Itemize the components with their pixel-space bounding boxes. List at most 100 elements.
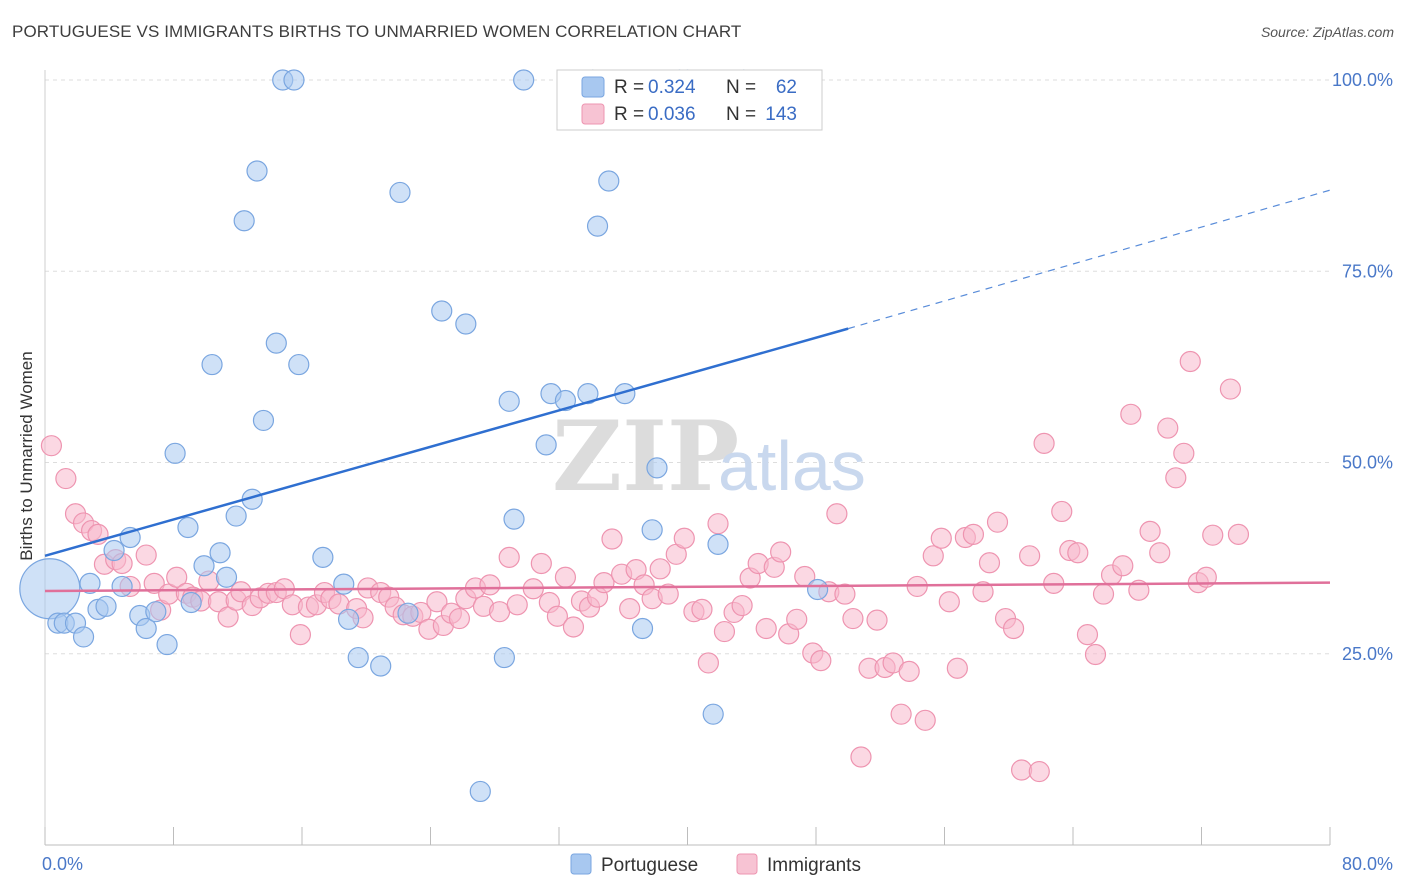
portuguese-point	[201, 353, 223, 376]
portuguese-point	[493, 646, 515, 669]
portuguese-point	[246, 160, 268, 182]
portuguese-point	[19, 558, 81, 620]
immigrants-point	[707, 513, 729, 535]
y-tick-labels: 25.0% 50.0% 75.0% 100.0%	[1332, 70, 1393, 664]
portuguese-point	[455, 313, 477, 335]
portuguese-points	[19, 69, 829, 803]
immigrants-point	[498, 546, 520, 568]
immigrants-point	[1120, 403, 1142, 425]
portuguese-point	[631, 617, 654, 640]
portuguese-point	[586, 215, 609, 237]
immigrants-point	[1019, 545, 1041, 567]
bottom-legend-label-immigrants: Immigrants	[767, 855, 861, 876]
portuguese-point	[209, 542, 231, 564]
immigrants-point	[850, 746, 872, 768]
gridlines	[45, 79, 1330, 655]
legend-n-value-immigrants: 143	[765, 104, 797, 125]
immigrants-point	[898, 660, 920, 682]
immigrants-point	[530, 552, 552, 575]
immigrants-point	[546, 605, 568, 627]
immigrants-point	[55, 467, 77, 490]
portuguese-trend-extension	[847, 189, 1331, 330]
portuguese-point	[103, 539, 125, 562]
immigrants-point	[1227, 523, 1250, 546]
immigrants-point	[673, 527, 695, 549]
portuguese-point	[265, 332, 287, 354]
legend-r-value-portuguese: 0.324	[648, 77, 696, 98]
immigrants-point	[554, 566, 577, 588]
legend-n-label-immigrants: N =	[726, 104, 756, 125]
immigrants-point	[657, 583, 679, 605]
bottom-legend-swatch-portuguese	[570, 853, 592, 875]
watermark: ZIP atlas	[552, 400, 866, 513]
portuguese-point	[225, 505, 247, 527]
immigrants-point	[166, 566, 188, 588]
immigrants-point	[1084, 643, 1107, 666]
trend-lines	[44, 189, 1331, 593]
legend-n-value-portuguese: 62	[776, 77, 797, 98]
immigrants-point	[619, 598, 641, 620]
portuguese-point	[135, 617, 157, 640]
immigrants-point	[1157, 417, 1179, 439]
immigrants-point	[649, 558, 671, 580]
immigrants-point	[1165, 467, 1187, 489]
legend-swatch-immigrants	[581, 103, 605, 125]
immigrants-point	[143, 572, 165, 594]
portuguese-point	[431, 300, 453, 322]
immigrants-point	[448, 607, 471, 630]
portuguese-point	[180, 591, 202, 614]
portuguese-point	[641, 519, 663, 541]
portuguese-point	[513, 69, 535, 91]
chart-source: Source: ZipAtlas.com	[1260, 24, 1394, 40]
legend-r-value-immigrants: 0.036	[648, 104, 696, 125]
immigrants-point	[978, 552, 1001, 574]
immigrants-point	[1010, 759, 1033, 781]
immigrants-trend-line	[44, 581, 1331, 593]
portuguese-point	[177, 516, 199, 539]
portuguese-point	[469, 780, 491, 803]
immigrants-point	[1179, 350, 1201, 373]
portuguese-point	[535, 434, 557, 456]
chart-title: PORTUGUESE VS IMMIGRANTS BIRTHS TO UNMAR…	[12, 22, 742, 41]
portuguese-point	[807, 578, 829, 601]
portuguese-point	[79, 572, 101, 594]
immigrants-point	[135, 544, 157, 566]
y-tick-label-50: 50.0%	[1342, 453, 1393, 473]
immigrants-point	[731, 594, 753, 617]
immigrants-point	[697, 652, 719, 674]
immigrants-point	[962, 523, 985, 546]
portuguese-point	[164, 442, 186, 464]
immigrants-point	[426, 591, 448, 613]
portuguese-trend-line	[44, 327, 849, 558]
portuguese-point	[554, 389, 577, 412]
portuguese-point	[111, 575, 133, 598]
x-tick-label-min: 0.0%	[42, 854, 83, 874]
portuguese-point	[145, 601, 167, 623]
legend-r-label-immigrants: R =	[614, 104, 644, 125]
legend-n-label-portuguese: N =	[726, 77, 756, 98]
immigrants-point	[890, 703, 912, 725]
immigrants-point	[866, 609, 888, 631]
immigrants-point	[946, 657, 968, 679]
immigrants-point	[986, 511, 1009, 533]
legend-r-label-portuguese: R =	[614, 77, 644, 98]
immigrants-point	[1149, 542, 1171, 564]
immigrants-point	[1051, 500, 1073, 523]
watermark-zip: ZIP	[552, 400, 739, 513]
portuguese-point	[233, 210, 255, 232]
portuguese-point	[156, 633, 178, 656]
immigrants-point	[1128, 579, 1150, 601]
immigrants-point	[1033, 432, 1055, 454]
immigrants-point	[1219, 378, 1242, 400]
portuguese-point	[215, 566, 238, 588]
portuguese-point	[707, 533, 729, 555]
immigrants-point	[972, 581, 994, 603]
portuguese-point	[283, 69, 305, 91]
immigrants-point	[755, 617, 777, 640]
immigrants-point	[506, 594, 528, 616]
immigrants-point	[1173, 442, 1195, 464]
portuguese-point	[577, 383, 599, 405]
x-tick-label-max: 80.0%	[1342, 854, 1393, 874]
correlation-legend: R = 0.324 N = 62 R = 0.036 N = 143	[556, 69, 823, 131]
